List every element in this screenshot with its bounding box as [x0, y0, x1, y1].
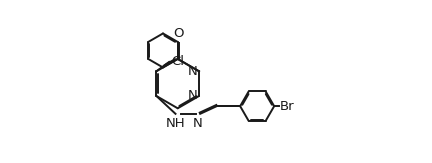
- Text: NH: NH: [166, 117, 185, 130]
- Text: Cl: Cl: [171, 55, 184, 68]
- Text: O: O: [173, 27, 184, 40]
- Text: N: N: [193, 117, 203, 130]
- Text: N: N: [187, 65, 197, 78]
- Text: Br: Br: [280, 100, 295, 113]
- Text: N: N: [187, 89, 197, 103]
